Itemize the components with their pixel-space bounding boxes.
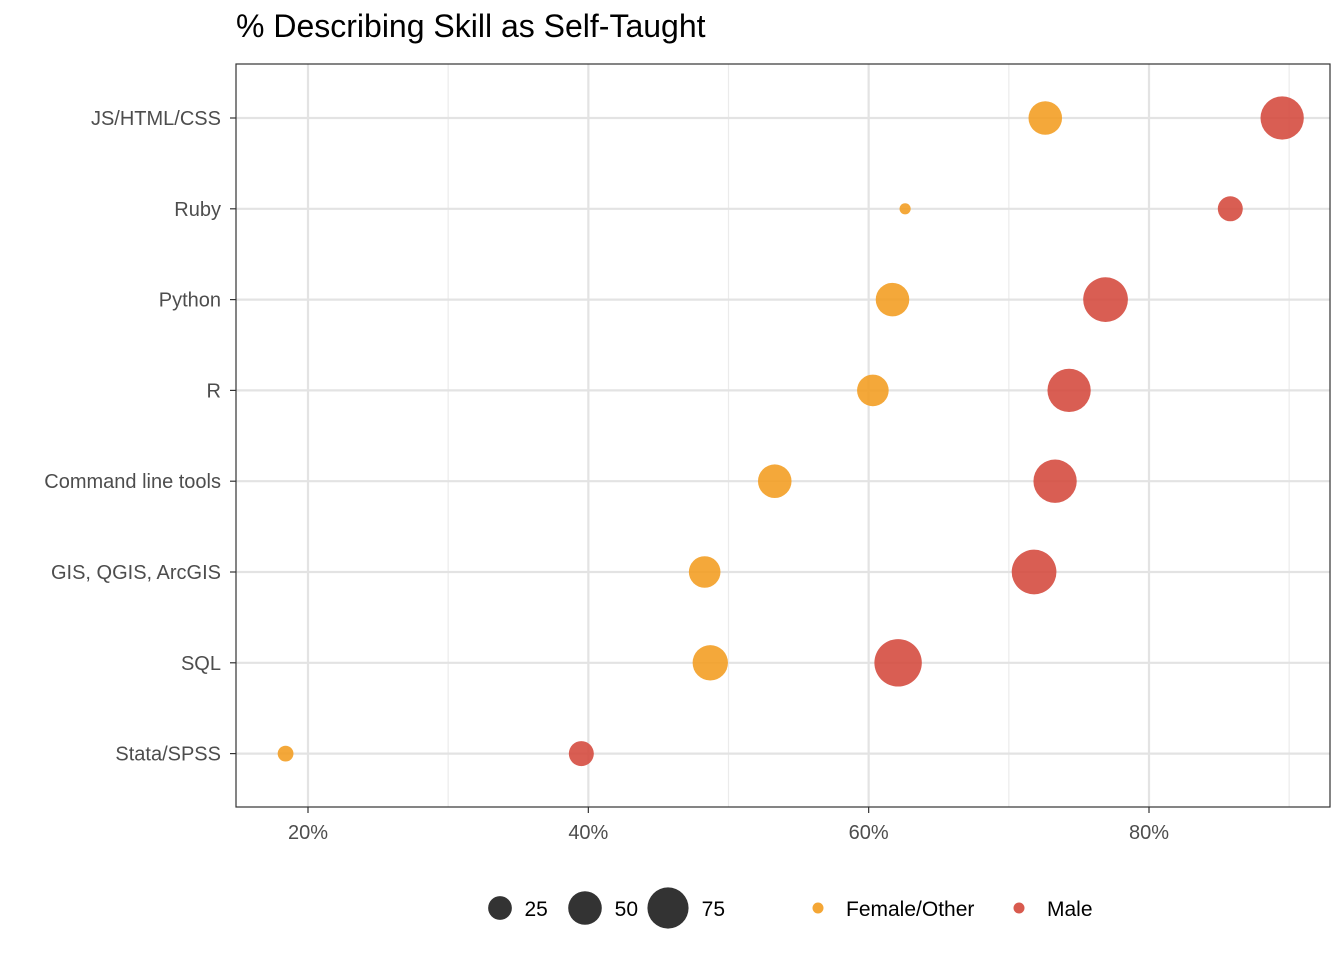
size-legend-label: 25 [525, 898, 548, 921]
point-male-sql [874, 639, 922, 687]
point-female-other-r [857, 374, 889, 407]
point-male-command-line-tools [1033, 459, 1077, 503]
point-female-other-gis-qgis-arcgis [688, 556, 721, 588]
point-male-python [1083, 277, 1128, 322]
point-female-other-command-line-tools [757, 464, 792, 498]
y-tick-label-gis-qgis-arcgis: GIS, QGIS, ArcGIS [51, 562, 221, 584]
point-female-other-ruby [899, 203, 911, 215]
point-male-ruby [1217, 196, 1243, 222]
y-tick-label-js-html-css: JS/HTML/CSS [91, 108, 221, 130]
point-female-other-python [875, 282, 910, 317]
size-legend-label: 50 [615, 898, 638, 921]
y-tick-label-command-line-tools: Command line tools [44, 471, 221, 493]
x-tick-label: 40% [568, 822, 608, 844]
y-tick-label-ruby: Ruby [174, 199, 221, 221]
point-male-r [1047, 368, 1091, 413]
y-tick-label-python: Python [159, 290, 221, 312]
size-legend-key [488, 896, 512, 920]
x-tick-label: 20% [288, 822, 328, 844]
point-male-gis-qgis-arcgis [1011, 549, 1057, 595]
size-legend-key [647, 887, 689, 929]
y-tick-label-sql: SQL [181, 653, 221, 675]
point-female-other-stata-spss [277, 745, 294, 762]
size-legend-key [568, 891, 602, 925]
y-tick-label-r: R [207, 380, 221, 402]
point-male-stata-spss [568, 741, 594, 767]
color-legend-label-female-other: Female/Other [846, 898, 974, 921]
panel-border [235, 63, 1331, 808]
size-legend-label: 75 [702, 898, 725, 921]
color-legend-label-male: Male [1047, 898, 1093, 921]
color-legend-key-male [1013, 902, 1025, 914]
point-male-js-html-css [1260, 96, 1304, 140]
chart-title: % Describing Skill as Self-Taught [236, 8, 706, 44]
point-female-other-js-html-css [1028, 101, 1063, 135]
x-tick-label: 80% [1129, 822, 1169, 844]
point-female-other-sql [692, 645, 728, 681]
color-legend-key-female-other [812, 902, 824, 914]
x-tick-label: 60% [849, 822, 889, 844]
y-tick-label-stata-spss: Stata/SPSS [115, 744, 221, 766]
